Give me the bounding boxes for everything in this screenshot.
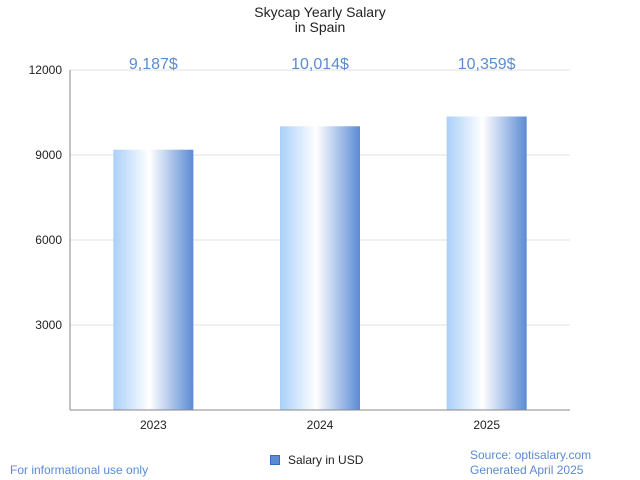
x-tick-label: 2024 [307, 418, 334, 432]
data-label: 9,187$ [129, 56, 178, 73]
legend: Salary in USD [270, 453, 363, 467]
y-tick-label: 3000 [35, 318, 62, 332]
chart-subtitle: in Spain [294, 19, 346, 35]
bar [446, 116, 527, 411]
data-label: 10,359$ [458, 56, 516, 73]
bar [280, 126, 360, 411]
generated-date: Generated April 2025 [470, 463, 584, 477]
chart-title: Skycap Yearly Salary [254, 4, 386, 20]
x-tick-label: 2023 [140, 418, 167, 432]
legend-label: Salary in USD [288, 453, 364, 467]
disclaimer-note: For informational use only [10, 463, 149, 477]
legend-swatch [270, 455, 280, 465]
y-tick-label: 9000 [35, 148, 62, 162]
source-link[interactable]: Source: optisalary.com [470, 448, 592, 462]
x-tick-label: 2025 [473, 418, 500, 432]
bar [113, 149, 194, 410]
y-tick-label: 12000 [29, 63, 63, 77]
data-label: 10,014$ [291, 56, 349, 73]
y-tick-label: 6000 [35, 233, 62, 247]
